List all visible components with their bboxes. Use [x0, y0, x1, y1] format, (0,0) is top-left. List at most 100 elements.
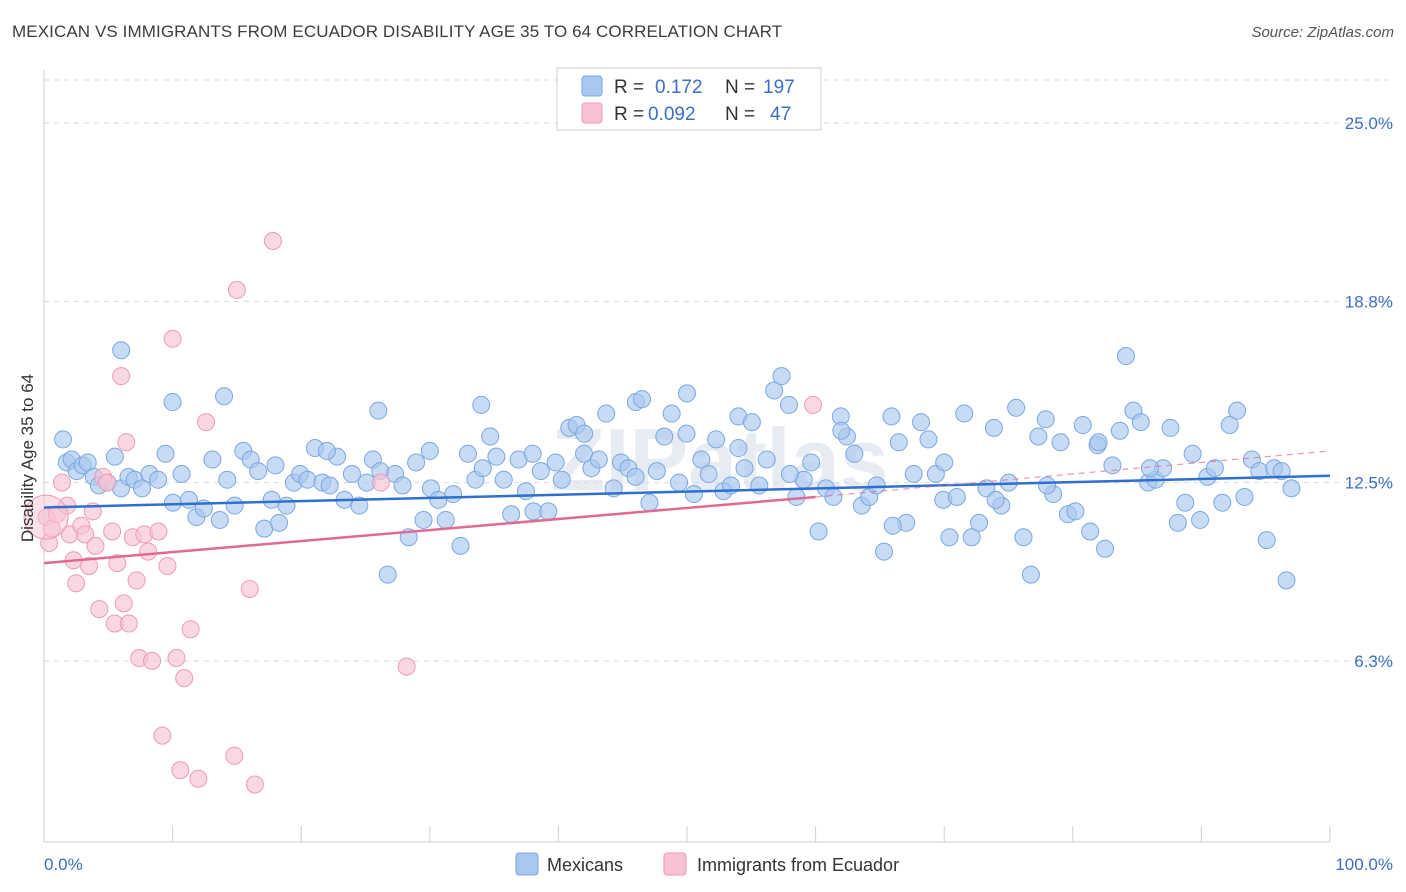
point-ecuador-13 — [86, 536, 105, 555]
point-mexicans-98 — [757, 450, 776, 469]
point-mexicans-149 — [1131, 413, 1150, 432]
point-mexicans-113 — [867, 476, 886, 495]
point-mexicans-183 — [729, 439, 748, 458]
point-mexicans-129 — [984, 418, 1003, 437]
point-mexicans-17 — [163, 493, 182, 512]
point-ecuador-36 — [175, 669, 194, 688]
point-mexicans-126 — [962, 528, 981, 547]
point-mexicans-154 — [1168, 513, 1187, 532]
point-mexicans-174 — [266, 456, 285, 475]
point-ecuador-29 — [143, 651, 162, 670]
point-mexicans-95 — [735, 459, 754, 478]
point-mexicans-90 — [699, 464, 718, 483]
point-mexicans-191 — [1140, 459, 1159, 478]
point-mexicans-136 — [1036, 410, 1055, 429]
chart-title: MEXICAN VS IMMIGRANTS FROM ECUADOR DISAB… — [12, 22, 783, 41]
point-mexicans-114 — [875, 542, 894, 561]
point-ecuador-38 — [189, 769, 208, 788]
y-tick-label-0: 6.3% — [1354, 652, 1393, 671]
point-mexicans-168 — [1272, 462, 1291, 481]
x-tick-label-1: 100.0% — [1335, 855, 1393, 874]
point-mexicans-15 — [149, 470, 168, 489]
point-mexicans-144 — [1096, 539, 1115, 558]
point-mexicans-28 — [249, 462, 268, 481]
point-mexicans-147 — [1116, 347, 1135, 366]
point-mexicans-23 — [210, 510, 229, 529]
point-mexicans-178 — [472, 395, 491, 414]
point-mexicans-13 — [133, 479, 152, 498]
point-mexicans-50 — [407, 453, 426, 472]
point-mexicans-180 — [575, 424, 594, 443]
point-mexicans-127 — [970, 513, 989, 532]
point-ecuador-25 — [127, 571, 146, 590]
point-ecuador-41 — [227, 280, 246, 299]
point-mexicans-175 — [317, 441, 336, 460]
y-tick-label-2: 18.8% — [1345, 292, 1393, 311]
point-ecuador-14 — [90, 600, 109, 619]
y-tick-label-3: 25.0% — [1345, 114, 1393, 133]
trend-ecuador — [43, 495, 816, 565]
point-mexicans-0 — [54, 430, 73, 449]
point-mexicans-61 — [487, 447, 506, 466]
bottom-legend-swatch-ecuador — [663, 852, 687, 876]
point-mexicans-60 — [481, 427, 500, 446]
point-mexicans-99 — [765, 381, 784, 400]
point-mexicans-160 — [1213, 493, 1232, 512]
bottom-legend-label-ecuador: Immigrants from Ecuador — [697, 855, 899, 875]
point-mexicans-190 — [1089, 433, 1108, 452]
grid — [44, 79, 1392, 662]
legend-n-label-1: N = — [725, 77, 755, 98]
point-ecuador-39 — [197, 413, 216, 432]
legend-r-label-2: R = — [614, 104, 644, 125]
point-mexicans-142 — [1081, 522, 1100, 541]
point-ecuador-20 — [112, 367, 131, 386]
legend-swatch-mexicans — [581, 75, 603, 97]
point-mexicans-38 — [320, 476, 339, 495]
x-tick-label-0: 0.0% — [44, 855, 83, 874]
point-mexicans-25 — [225, 496, 244, 515]
point-ecuador-17 — [103, 522, 122, 541]
legend-r-value-1: 0.172 — [655, 77, 703, 98]
point-mexicans-133 — [1014, 528, 1033, 547]
point-mexicans-55 — [444, 485, 463, 504]
point-mexicans-18 — [172, 464, 191, 483]
point-mexicans-156 — [1183, 444, 1202, 463]
bottom-legend-swatch-mexicans — [515, 852, 539, 876]
point-ecuador-33 — [163, 329, 182, 348]
point-mexicans-24 — [218, 470, 237, 489]
point-ecuador-37 — [181, 620, 200, 639]
point-mexicans-124 — [947, 487, 966, 506]
point-mexicans-161 — [1220, 416, 1239, 435]
point-ecuador-34 — [167, 648, 186, 667]
point-mexicans-120 — [919, 430, 938, 449]
point-mexicans-105 — [809, 522, 828, 541]
point-mexicans-173 — [215, 387, 234, 406]
bottom-legend-label-mexicans: Mexicans — [547, 855, 623, 875]
point-mexicans-171 — [112, 341, 131, 360]
point-mexicans-54 — [436, 510, 455, 529]
point-ecuador-11 — [80, 556, 99, 575]
legend: R = 0.172 N = 197 R = 0.092 N = 47 — [556, 67, 822, 131]
point-mexicans-85 — [662, 404, 681, 423]
point-ecuador-23 — [119, 614, 138, 633]
point-mexicans-119 — [912, 413, 931, 432]
point-mexicans-46 — [378, 565, 397, 584]
point-mexicans-65 — [516, 482, 535, 501]
point-mexicans-153 — [1161, 418, 1180, 437]
point-mexicans-186 — [883, 516, 902, 535]
y-axis-title: Disability Age 35 to 64 — [18, 374, 37, 542]
point-ecuador-45 — [371, 473, 390, 492]
point-ecuador-22 — [117, 433, 136, 452]
point-ecuador-4 — [53, 473, 72, 492]
point-mexicans-35 — [298, 470, 317, 489]
point-mexicans-19 — [179, 490, 198, 509]
point-mexicans-97 — [750, 476, 769, 495]
point-mexicans-91 — [707, 430, 726, 449]
point-mexicans-116 — [889, 433, 908, 452]
point-mexicans-70 — [552, 470, 571, 489]
point-mexicans-68 — [539, 502, 558, 521]
point-mexicans-118 — [904, 464, 923, 483]
point-mexicans-89 — [692, 450, 711, 469]
point-mexicans-125 — [955, 404, 974, 423]
point-mexicans-172 — [163, 393, 182, 412]
